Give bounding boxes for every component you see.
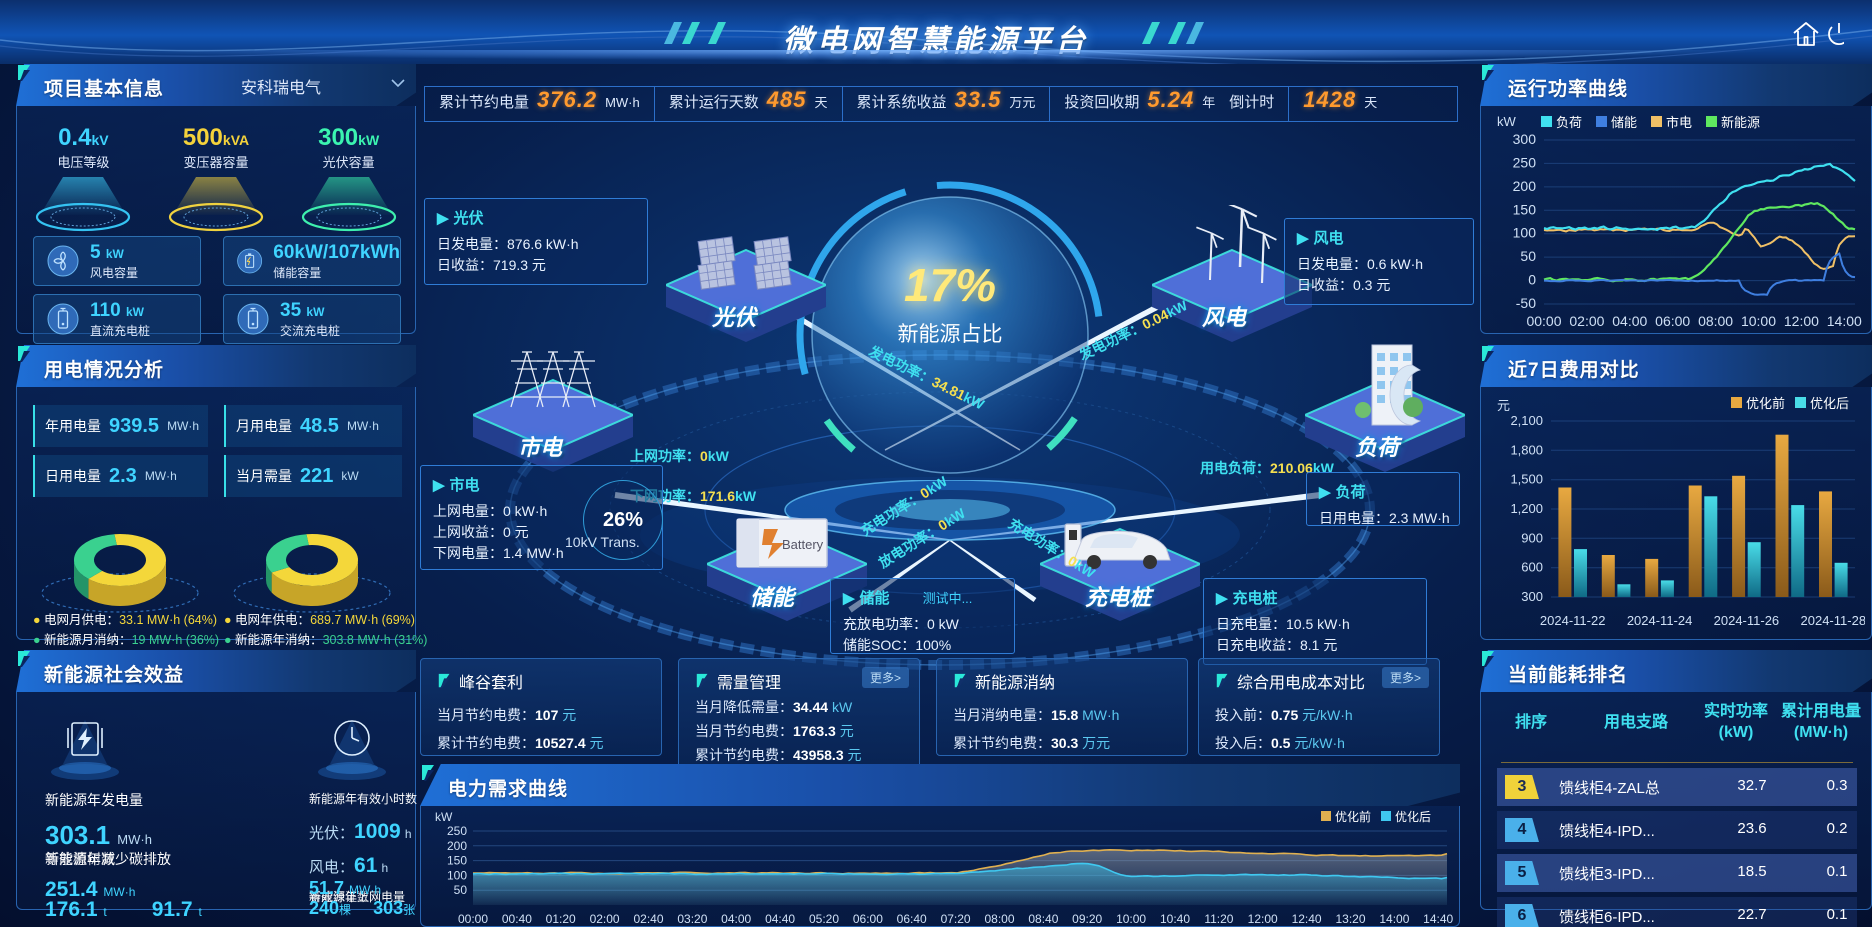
svg-text:01:20: 01:20 bbox=[546, 912, 576, 926]
svg-text:10:00: 10:00 bbox=[1741, 313, 1776, 329]
svg-text:02:40: 02:40 bbox=[633, 912, 663, 926]
svg-text:2,100: 2,100 bbox=[1510, 413, 1543, 428]
svg-text:300: 300 bbox=[1521, 589, 1543, 604]
svg-text:2024-11-22: 2024-11-22 bbox=[1540, 613, 1606, 628]
svg-text:150: 150 bbox=[1513, 201, 1537, 217]
svg-text:13:20: 13:20 bbox=[1335, 912, 1365, 926]
svg-text:06:00: 06:00 bbox=[853, 912, 883, 926]
svg-text:50: 50 bbox=[1520, 248, 1536, 264]
svg-text:02:00: 02:00 bbox=[1569, 313, 1604, 329]
svg-text:100: 100 bbox=[1513, 225, 1537, 241]
svg-text:07:20: 07:20 bbox=[941, 912, 971, 926]
svg-text:09:20: 09:20 bbox=[1072, 912, 1102, 926]
svg-text:300: 300 bbox=[1513, 131, 1537, 147]
svg-text:08:00: 08:00 bbox=[984, 912, 1014, 926]
svg-text:150: 150 bbox=[447, 854, 467, 868]
svg-text:12:00: 12:00 bbox=[1784, 313, 1819, 329]
svg-text:200: 200 bbox=[447, 839, 467, 853]
svg-text:10:40: 10:40 bbox=[1160, 912, 1190, 926]
svg-text:14:00: 14:00 bbox=[1379, 912, 1409, 926]
svg-text:06:40: 06:40 bbox=[897, 912, 927, 926]
svg-text:1,800: 1,800 bbox=[1510, 442, 1543, 457]
svg-text:2024-11-24: 2024-11-24 bbox=[1627, 613, 1693, 628]
svg-text:00:40: 00:40 bbox=[502, 912, 532, 926]
svg-text:02:00: 02:00 bbox=[590, 912, 620, 926]
svg-text:-50: -50 bbox=[1516, 295, 1536, 311]
svg-text:05:20: 05:20 bbox=[809, 912, 839, 926]
svg-text:Battery: Battery bbox=[782, 537, 824, 552]
svg-text:250: 250 bbox=[1513, 154, 1537, 170]
svg-text:06:00: 06:00 bbox=[1655, 313, 1690, 329]
svg-text:04:00: 04:00 bbox=[721, 912, 751, 926]
svg-text:1,500: 1,500 bbox=[1510, 472, 1543, 487]
svg-text:14:40: 14:40 bbox=[1423, 912, 1453, 926]
svg-text:1,200: 1,200 bbox=[1510, 501, 1543, 516]
svg-text:2024-11-28: 2024-11-28 bbox=[1801, 613, 1865, 628]
svg-text:600: 600 bbox=[1521, 560, 1543, 575]
svg-text:11:20: 11:20 bbox=[1204, 912, 1233, 926]
svg-text:100: 100 bbox=[447, 868, 467, 882]
svg-text:900: 900 bbox=[1521, 530, 1543, 545]
svg-text:250: 250 bbox=[447, 824, 467, 838]
svg-text:08:40: 08:40 bbox=[1028, 912, 1058, 926]
svg-text:00:00: 00:00 bbox=[458, 912, 488, 926]
svg-text:12:40: 12:40 bbox=[1292, 912, 1322, 926]
svg-text:10:00: 10:00 bbox=[1116, 912, 1146, 926]
svg-text:00:00: 00:00 bbox=[1526, 313, 1561, 329]
svg-text:14:00: 14:00 bbox=[1827, 313, 1862, 329]
svg-text:2024-11-26: 2024-11-26 bbox=[1714, 613, 1780, 628]
svg-text:04:00: 04:00 bbox=[1612, 313, 1647, 329]
svg-text:50: 50 bbox=[454, 883, 468, 897]
svg-text:12:00: 12:00 bbox=[1248, 912, 1278, 926]
svg-text:08:00: 08:00 bbox=[1698, 313, 1733, 329]
svg-text:200: 200 bbox=[1513, 178, 1537, 194]
svg-text:04:40: 04:40 bbox=[765, 912, 795, 926]
svg-text:03:20: 03:20 bbox=[677, 912, 707, 926]
svg-text:0: 0 bbox=[1528, 272, 1536, 288]
